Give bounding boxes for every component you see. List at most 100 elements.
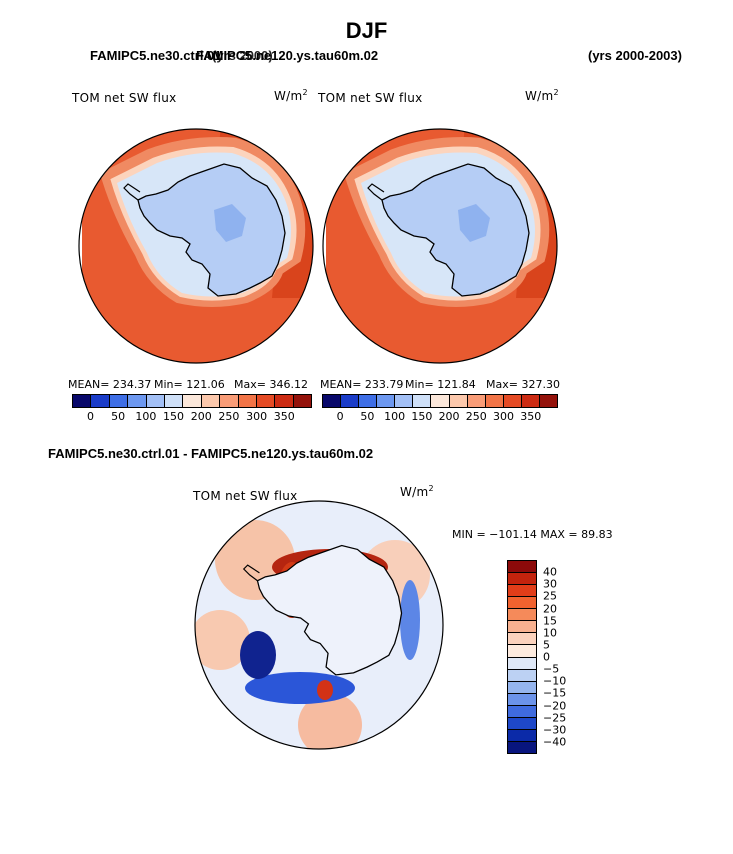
panel1-colorbar-ticks: 0 50 100 150 200 250 300 350: [72, 410, 312, 424]
colorbar-swatch: [508, 633, 536, 646]
colorbar-level-label: 40: [543, 565, 557, 579]
panel2-colorbar-ticks: 0 50 100 150 200 250 300 350: [322, 410, 558, 424]
colorbar-level-label: −10: [543, 674, 567, 688]
colorbar-swatch: [395, 395, 414, 407]
colorbar-tick-label: 200: [438, 410, 460, 423]
colorbar-swatch: [256, 395, 276, 407]
colorbar-level-label: 0: [543, 650, 550, 664]
colorbar-swatch: [508, 681, 536, 694]
colorbar-tick-label: 150: [163, 410, 185, 423]
difference-variable-label: TOM net SW flux: [193, 489, 298, 503]
colorbar-level-label: 5: [543, 638, 550, 652]
colorbar-level-label: −25: [543, 711, 567, 725]
positive-anomaly: [195, 610, 250, 670]
colorbar-swatch: [508, 717, 536, 730]
colorbar-level-label: 20: [543, 602, 557, 615]
colorbar-swatch: [431, 395, 450, 407]
colorbar-level-label: −20: [543, 699, 567, 712]
colorbar-tick-label: 150: [411, 410, 433, 423]
case2-label: FAMIPC5.ne120.ys.tau60m.02: [196, 48, 379, 63]
panel2-map-border: [322, 128, 558, 364]
antarctica-outline: [242, 544, 403, 676]
colorbar-swatch: [485, 395, 504, 407]
colorbar-swatch: [508, 609, 536, 622]
colorbar-tick-label: 350: [520, 410, 542, 423]
colorbar-swatch: [508, 657, 536, 670]
case1-years-label: (yrs 2000): [212, 48, 273, 63]
colorbar-level-label: −40: [543, 735, 567, 749]
colorbar-swatch: [183, 395, 202, 407]
case2-years-label: (yrs 2000-2003): [588, 48, 682, 63]
colorbar-tick-label: 300: [246, 410, 268, 423]
panel1-max: Max= 346.12: [234, 378, 308, 391]
colorbar-tick-label: 50: [111, 410, 126, 423]
colorbar-tick-label: 0: [336, 410, 344, 423]
panel1-map: [81, 129, 313, 363]
negative-coastal-band: [400, 580, 420, 660]
colorbar-swatch: [508, 573, 536, 586]
panel1-map-border: [78, 128, 314, 364]
positive-spot: [317, 680, 333, 700]
panel1-min: Min= 121.06: [154, 378, 225, 391]
colorbar-tick-label: 100: [135, 410, 157, 423]
panel1-colorbar: [72, 394, 312, 408]
colorbar-swatch: [539, 395, 558, 407]
colorbar-swatch: [109, 395, 129, 407]
colorbar-swatch: [467, 395, 486, 407]
difference-colorbar: [507, 560, 537, 754]
strong-negative-patch: [240, 631, 276, 679]
colorbar-swatch: [73, 395, 92, 407]
colorbar-tick-label: 250: [218, 410, 240, 423]
colorbar-tick-label: 350: [273, 410, 295, 423]
colorbar-swatch: [508, 561, 536, 574]
colorbar-tick-label: 300: [493, 410, 515, 423]
colorbar-tick-label: 0: [86, 410, 94, 423]
colorbar-tick-label: 250: [465, 410, 487, 423]
panel2-mean: MEAN= 233.79: [320, 378, 404, 391]
colorbar-swatch: [508, 705, 536, 718]
difference-map-border: [194, 500, 444, 750]
colorbar-swatch: [508, 621, 536, 634]
colorbar-level-label: 25: [543, 589, 557, 603]
colorbar-swatch: [164, 395, 184, 407]
colorbar-swatch: [503, 395, 522, 407]
difference-colorbar-labels: 40 30 25 20 15 10 5 0 −5 −10 −15 −20 −25 −30 −40: [543, 560, 583, 754]
colorbar-swatch: [508, 585, 536, 598]
colorbar-swatch: [449, 395, 468, 407]
colorbar-swatch: [508, 597, 536, 610]
colorbar-swatch: [508, 693, 536, 706]
colorbar-level-label: 15: [543, 614, 557, 628]
positive-anomaly: [298, 693, 362, 749]
colorbar-swatch: [220, 395, 239, 407]
panel2-max: Max= 327.30: [486, 378, 560, 391]
colorbar-swatch: [508, 729, 536, 742]
difference-title: FAMIPC5.ne30.ctrl.01 - FAMIPC5.ne120.ys.…: [48, 446, 374, 461]
colorbar-swatch: [128, 395, 147, 407]
colorbar-tick-label: 50: [360, 410, 375, 423]
difference-map: [195, 501, 443, 749]
colorbar-swatch: [508, 741, 536, 753]
colorbar-swatch: [508, 645, 536, 658]
panel2-units: W/m2: [525, 88, 559, 103]
panel1-units: W/m2: [274, 88, 308, 103]
difference-units: W/m2: [400, 484, 434, 499]
panel1-variable-label: TOM net SW flux: [72, 91, 177, 105]
colorbar-swatch: [146, 395, 165, 407]
colorbar-swatch: [323, 395, 342, 407]
panel2-map: [325, 129, 557, 363]
colorbar-swatch: [238, 395, 257, 407]
figure-title: DJF: [345, 18, 388, 43]
colorbar-swatch: [521, 395, 540, 407]
difference-minmax: MIN = −101.14 MAX = 89.83: [452, 528, 613, 541]
colorbar-swatch: [275, 395, 294, 407]
colorbar-swatch: [341, 395, 360, 407]
panel2-variable-label: TOM net SW flux: [318, 91, 423, 105]
panel1-mean: MEAN= 234.37: [68, 378, 152, 391]
colorbar-swatch: [201, 395, 221, 407]
colorbar-swatch: [359, 395, 378, 407]
colorbar-swatch: [377, 395, 396, 407]
colorbar-swatch: [293, 395, 312, 407]
case1-label: FAMIPC5.ne30.ctrl.01: [90, 48, 222, 63]
colorbar-level-label: −15: [543, 686, 567, 700]
